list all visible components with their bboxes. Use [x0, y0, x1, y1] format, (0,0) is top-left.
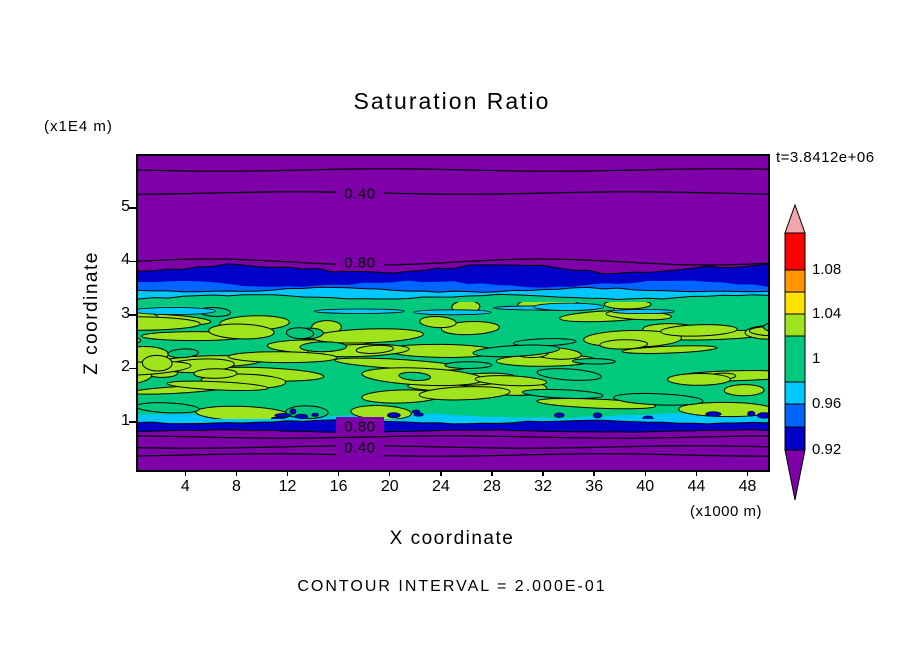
- colorbar-label: 0.96: [812, 395, 842, 412]
- colorbar-box: [784, 269, 806, 293]
- contour-label: 0.40: [336, 438, 384, 457]
- y-tick-label: 2: [121, 358, 130, 376]
- band-boundary-contour: [137, 263, 769, 275]
- colorbar-label: 1: [812, 350, 821, 367]
- colorbar: [784, 203, 806, 501]
- y-tick-mark: [129, 421, 136, 423]
- contour-line: [137, 435, 769, 439]
- colorbar-label: 1.04: [812, 305, 842, 322]
- colorbar-arrow-top: [784, 203, 806, 234]
- colorbar-arrow-bottom: [784, 449, 806, 501]
- x-tick-label: 44: [687, 478, 706, 495]
- contour-interval-note: CONTOUR INTERVAL = 2.000E-01: [297, 578, 607, 595]
- colorbar-box: [784, 313, 806, 337]
- x-tick-mark: [235, 470, 238, 476]
- x-tick-label: 8: [231, 478, 241, 495]
- y-tick-mark: [129, 260, 136, 263]
- x-tick-mark: [593, 470, 595, 476]
- svg-text:0.80: 0.80: [344, 255, 375, 272]
- mottled-texture-layer: [138, 302, 768, 419]
- x-tick-label: 4: [180, 478, 190, 495]
- colorbar-label: 1.08: [812, 261, 842, 278]
- contour-line: [137, 191, 769, 195]
- band-boundary-contour: [137, 293, 769, 301]
- contour-line: [137, 453, 769, 457]
- contour-label: 0.80: [336, 417, 384, 436]
- svg-text:0.80: 0.80: [344, 419, 375, 436]
- contour-line: [137, 445, 769, 449]
- contour-label: 0.40: [336, 184, 384, 203]
- x-axis-units: (x1000 m): [689, 503, 763, 520]
- x-tick-label: 12: [278, 478, 297, 495]
- colorbar-box: [784, 335, 806, 383]
- colorbar-label: 0.92: [812, 441, 842, 458]
- y-tick-label: 3: [121, 304, 130, 322]
- y-tick-label: 5: [121, 197, 130, 215]
- x-tick-mark: [440, 470, 442, 476]
- contour-field: 0.40 0.80 0.80 0.40: [137, 156, 769, 470]
- x-tick-mark: [388, 470, 391, 476]
- x-tick-mark: [337, 470, 340, 476]
- band-boundary-contour: [137, 429, 769, 433]
- x-tick-mark: [286, 470, 289, 476]
- y-tick-label: 4: [121, 251, 130, 269]
- x-tick-label: 48: [738, 478, 757, 495]
- x-tick-label: 16: [329, 478, 348, 495]
- chart-title: Saturation Ratio: [353, 88, 551, 114]
- svg-text:0.40: 0.40: [344, 440, 375, 457]
- x-tick-mark: [695, 470, 698, 476]
- plot-area: 0.40 0.80 0.80 0.40: [136, 154, 770, 472]
- y-tick-mark: [129, 367, 136, 370]
- x-tick-label: 40: [636, 478, 655, 495]
- x-tick-label: 36: [585, 478, 604, 495]
- x-tick-label: 20: [380, 478, 399, 495]
- y-tick-mark: [129, 314, 136, 316]
- x-tick-mark: [542, 470, 544, 476]
- y-tick-mark: [129, 207, 136, 209]
- colorbar-box: [784, 381, 806, 405]
- band-boundary-contour: [137, 286, 769, 293]
- y-tick-label: 1: [121, 411, 130, 429]
- time-label: t=3.8412e+06: [776, 149, 875, 166]
- x-tick-mark: [184, 470, 187, 476]
- band-saturated-green: [138, 294, 768, 425]
- x-tick-mark: [491, 470, 493, 476]
- band-lower-transition-navy: [138, 419, 768, 433]
- x-tick-label: 32: [534, 478, 552, 495]
- x-tick-mark: [746, 470, 749, 476]
- colorbar-box: [784, 403, 806, 428]
- band-boundary-contour: [137, 419, 769, 425]
- x-tick-label: 28: [483, 478, 501, 495]
- x-tick-mark: [644, 470, 647, 476]
- colorbar-box: [784, 426, 806, 451]
- contour-line: [137, 258, 769, 266]
- x-axis-label: X coordinate: [389, 528, 515, 549]
- colorbar-box: [784, 291, 806, 315]
- contour-label: 0.80: [336, 253, 384, 272]
- y-axis-units: (x1E4 m): [44, 118, 113, 135]
- contour-line: [137, 168, 769, 172]
- svg-text:0.40: 0.40: [344, 186, 375, 203]
- colorbar-box: [784, 232, 806, 271]
- x-tick-label: 24: [431, 478, 450, 495]
